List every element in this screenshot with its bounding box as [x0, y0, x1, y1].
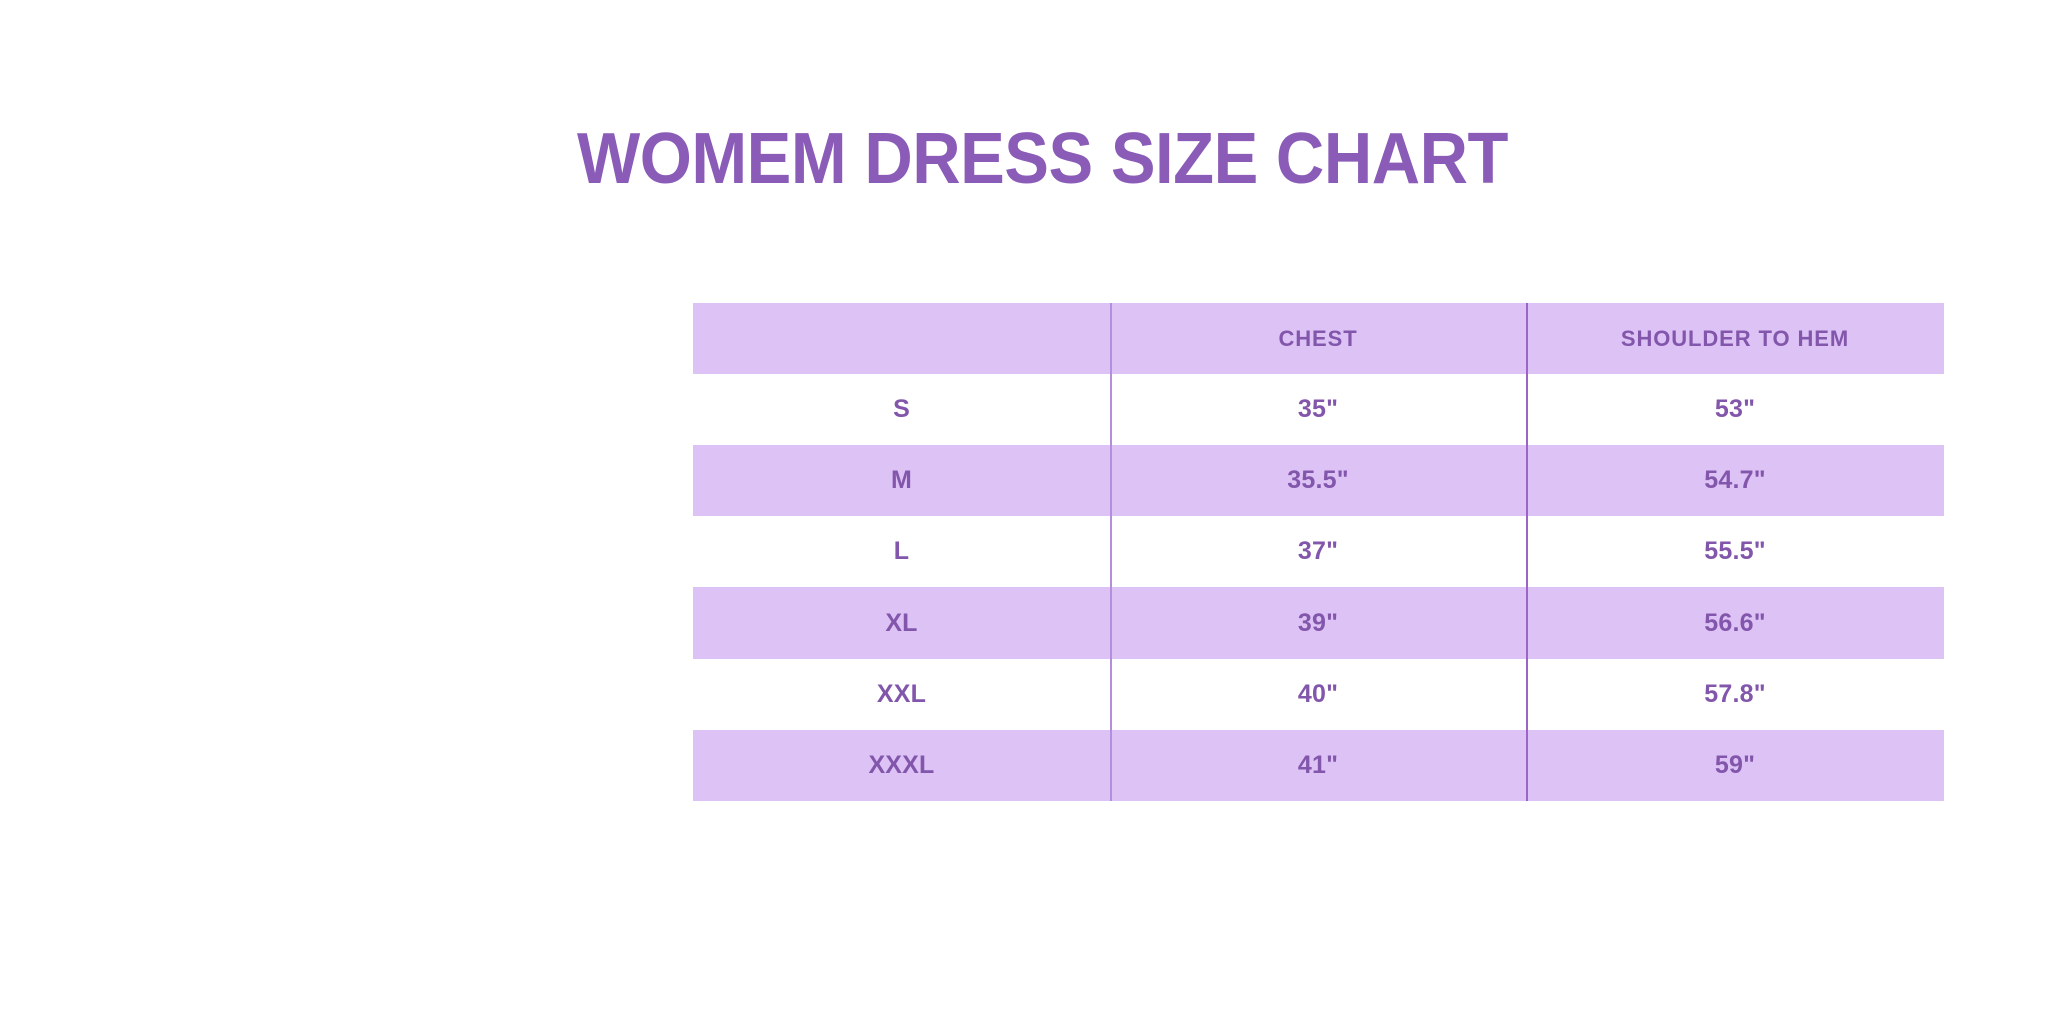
cell-hem-l: 55.5": [1526, 516, 1944, 588]
cell-hem-m: 54.7": [1526, 445, 1944, 517]
cell-size-m: M: [693, 445, 1110, 517]
table-body: S 35" 53" M 35.5" 54.7" L 37" 55.5" XL 3…: [693, 374, 1944, 801]
table-row: XL 39" 56.6": [693, 587, 1944, 659]
cell-hem-s: 53": [1526, 374, 1944, 446]
cell-size-xl: XL: [693, 587, 1110, 659]
cell-chest-xl: 39": [1110, 587, 1526, 659]
table-header: CHEST SHOULDER TO HEM: [693, 303, 1944, 374]
cell-chest-l: 37": [1110, 516, 1526, 588]
column-header-shoulder-to-hem: SHOULDER TO HEM: [1526, 303, 1944, 374]
cell-hem-xl: 56.6": [1526, 587, 1944, 659]
table-row: S 35" 53": [693, 374, 1944, 446]
cell-size-xxxl: XXXL: [693, 729, 1110, 801]
table-row: L 37" 55.5": [693, 516, 1944, 588]
page-title: WOMEM DRESS SIZE CHART: [577, 119, 1508, 200]
cell-size-l: L: [693, 516, 1110, 588]
column-header-chest: CHEST: [1110, 303, 1526, 374]
table-row: XXL 40" 57.8": [693, 658, 1944, 730]
cell-size-xxl: XXL: [693, 658, 1110, 730]
cell-hem-xxl: 57.8": [1526, 658, 1944, 730]
size-chart-table: CHEST SHOULDER TO HEM S 35" 53" M 35.5" …: [693, 303, 1944, 801]
cell-hem-xxxl: 59": [1526, 729, 1944, 801]
table-header-row: CHEST SHOULDER TO HEM: [693, 303, 1944, 374]
cell-chest-s: 35": [1110, 374, 1526, 446]
cell-size-s: S: [693, 374, 1110, 446]
cell-chest-xxl: 40": [1110, 658, 1526, 730]
table-row: M 35.5" 54.7": [693, 445, 1944, 517]
cell-chest-xxxl: 41": [1110, 729, 1526, 801]
cell-chest-m: 35.5": [1110, 445, 1526, 517]
table-row: XXXL 41" 59": [693, 729, 1944, 801]
column-header-size: [693, 303, 1110, 374]
